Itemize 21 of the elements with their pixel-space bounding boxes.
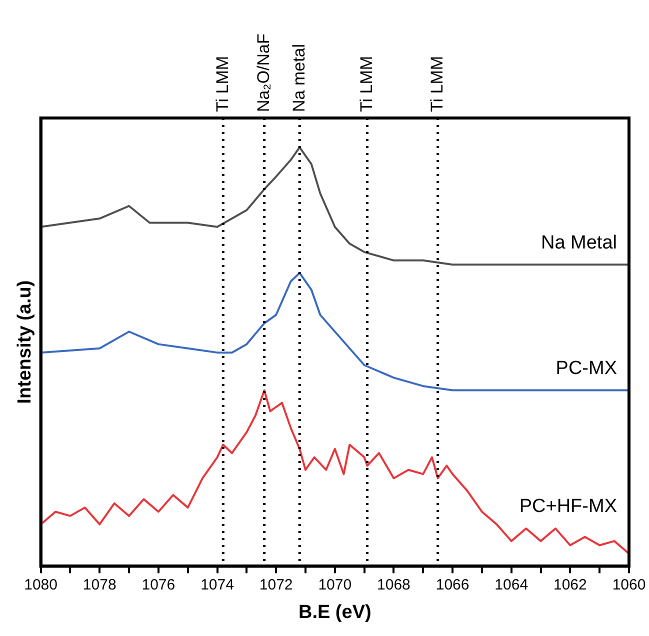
ref-line-label: Na₂O/NaF (254, 34, 274, 112)
x-tick-label: 1068 (377, 576, 410, 594)
ref-line-label: Ti LMM (212, 56, 232, 112)
x-tick-label: 1060 (612, 576, 646, 594)
x-tick-label: 1064 (494, 576, 528, 594)
ref-line-label: Ti LMM (428, 56, 447, 112)
series-label: Na Metal (540, 232, 617, 254)
series-label: PC-MX (556, 358, 618, 380)
ref-line-label: Ti LMM (356, 56, 376, 112)
series-label: PC+HF-MX (519, 496, 618, 518)
x-tick-label: 1070 (318, 576, 352, 594)
x-axis-title: B.E (eV) (298, 602, 372, 623)
x-tick-label: 1062 (553, 576, 587, 594)
x-tick-label: 1074 (200, 576, 234, 594)
ref-line-label: Na metal (289, 44, 308, 112)
x-tick-label: 1076 (142, 576, 176, 594)
x-tick-label: 1080 (24, 576, 58, 594)
x-tick-label: 1072 (259, 576, 293, 594)
y-axis-title: Intensity (a.u) (14, 280, 36, 404)
x-tick-label: 1078 (82, 576, 116, 594)
x-tick-label: 1066 (436, 576, 470, 594)
